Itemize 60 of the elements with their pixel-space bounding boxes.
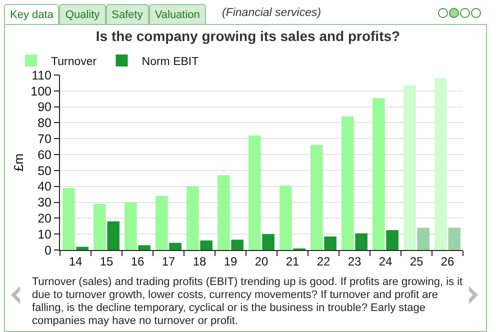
bar: [218, 175, 230, 250]
x-tick-label: 22: [316, 254, 330, 268]
y-tick-label: 90: [38, 100, 52, 114]
y-tick-label: 60: [38, 148, 52, 162]
y-tick-label: 100: [30, 84, 52, 98]
bar: [107, 221, 120, 250]
legend-label: Turnover: [51, 56, 97, 68]
text: (Financial services): [222, 7, 322, 19]
bar: [138, 245, 150, 250]
y-tick-label: 40: [38, 180, 52, 194]
x-tick-label: 17: [162, 254, 176, 268]
bar: [186, 186, 199, 250]
x-tick-label: 23: [348, 254, 362, 268]
x-tick-label: 16: [130, 254, 144, 268]
x-tick-label: 25: [410, 254, 424, 268]
text: Safety: [106, 4, 149, 25]
bar: [62, 188, 75, 250]
bar: [231, 240, 244, 250]
bar: [324, 236, 336, 250]
bar: [310, 145, 323, 250]
bar: [342, 116, 354, 250]
text: Valuation: [148, 4, 206, 25]
bar: [169, 242, 182, 250]
bar: [248, 135, 261, 250]
y-tick-label: 110: [32, 68, 52, 82]
bar: [262, 234, 274, 250]
bar: [355, 233, 368, 250]
x-tick-label: 26: [440, 254, 454, 268]
x-tick-label: 18: [192, 254, 206, 268]
bar: [94, 204, 106, 250]
bar: [404, 85, 416, 250]
text: Quality: [59, 4, 106, 25]
bar: [417, 228, 430, 250]
y-tick-label: 20: [38, 212, 52, 226]
x-tick-label: 21: [286, 254, 300, 268]
bar: [200, 240, 212, 250]
chart-title: Is the company growing its sales and profits?: [96, 28, 400, 44]
bar: [76, 246, 88, 250]
legend-label: Norm EBIT: [142, 56, 199, 68]
x-tick-label: 14: [68, 254, 82, 268]
y-tick-label: 50: [38, 164, 52, 178]
y-tick-label: 70: [38, 132, 52, 146]
bar: [386, 230, 398, 250]
x-tick-label: 20: [254, 254, 268, 268]
bar: [280, 186, 292, 250]
x-tick-label: 24: [378, 254, 392, 268]
y-tick-label: 10: [38, 227, 52, 242]
y-axis-title: £m: [11, 153, 26, 172]
text: Key data: [4, 4, 60, 25]
x-tick-label: 15: [100, 254, 114, 268]
bar: [156, 196, 168, 250]
bar: [372, 98, 385, 250]
text: Turnover (sales) and trading profits (EBIT) trending up is good. If profits are growing, is it due to turnover growth, lower costs, currency movements? If turnover and profit are falling, is the decline temporary, cyclical or is the business in trouble? Early stage companies may have no turnover or profit.: [32, 276, 464, 328]
bar: [448, 228, 460, 250]
bar: [434, 78, 447, 250]
x-tick-label: 19: [224, 254, 238, 268]
y-tick-label: 0: [44, 243, 52, 258]
y-tick-label: 80: [38, 116, 52, 130]
y-tick-label: 30: [38, 196, 52, 210]
bar: [124, 202, 137, 250]
